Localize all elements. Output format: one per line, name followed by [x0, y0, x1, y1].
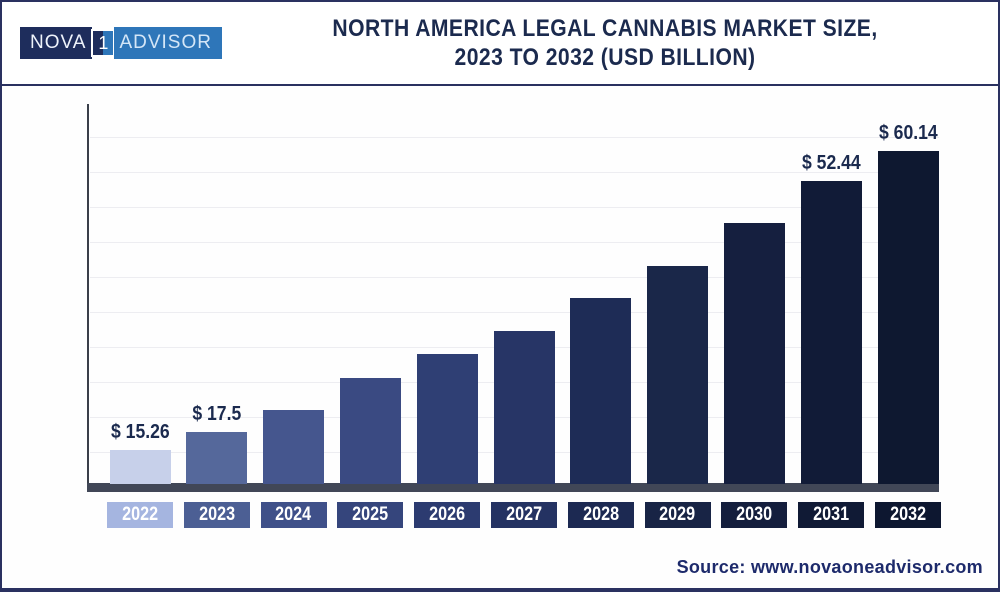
bar-2028: [570, 298, 632, 484]
gridline: [90, 207, 939, 208]
bar-2024: [263, 410, 325, 484]
x-tick-2030: 2030: [721, 502, 788, 528]
x-tick-2026: 2026: [414, 502, 481, 528]
x-tick-2027: 2027: [491, 502, 557, 528]
brand-logo: NOVA 1 ADVISOR: [20, 27, 222, 59]
chart-area: $ 15.26 $ 17.5 $ 52.44 $ 60.14 2022 2023 2024…: [2, 86, 998, 556]
bar-2030: [723, 223, 785, 484]
chart-title: NORTH AMERICA LEGAL CANNABIS MARKET SIZE…: [222, 14, 998, 72]
bar-2025: [339, 378, 401, 484]
x-tick-2031: 2031: [798, 502, 865, 528]
header: NOVA 1 ADVISOR NORTH AMERICA LEGAL CANNA…: [2, 2, 998, 86]
bar-2027: [493, 331, 555, 484]
value-label-2022: $ 15.26: [110, 421, 170, 443]
x-tick-2022: 2022: [107, 502, 173, 528]
chart-title-line2: 2023 TO 2032 (USD BILLION): [454, 44, 756, 71]
bar-2032: [877, 151, 939, 484]
value-label-2023: $ 17.5: [192, 403, 242, 425]
value-label-2031: $ 52.44: [801, 152, 861, 174]
x-axis-line: [87, 483, 939, 492]
x-tick-2023: 2023: [183, 502, 250, 528]
gridline: [90, 312, 939, 313]
bar-2031: [800, 181, 862, 484]
y-axis-line: [87, 104, 89, 492]
gridline: [90, 242, 939, 243]
gridline: [90, 137, 939, 138]
bar-2029: [647, 266, 709, 484]
x-tick-2029: 2029: [644, 502, 711, 528]
bar-2022: [109, 450, 171, 484]
value-label-2032: $ 60.14: [878, 122, 938, 144]
x-tick-2032: 2032: [875, 502, 941, 528]
logo-text-advisor: ADVISOR: [114, 27, 222, 59]
logo-text-nova: NOVA: [20, 27, 93, 59]
x-tick-2025: 2025: [337, 502, 404, 528]
x-tick-2024: 2024: [260, 502, 327, 528]
bar-2023: [186, 432, 248, 484]
source-attribution: Source: www.novaoneadvisor.com: [676, 557, 983, 577]
x-tick-2028: 2028: [567, 502, 634, 528]
bar-2026: [416, 354, 478, 484]
gridline: [90, 172, 939, 173]
chart-title-line1: NORTH AMERICA LEGAL CANNABIS MARKET SIZE…: [332, 15, 878, 42]
logo-one-badge: 1: [91, 29, 116, 57]
gridline: [90, 277, 939, 278]
